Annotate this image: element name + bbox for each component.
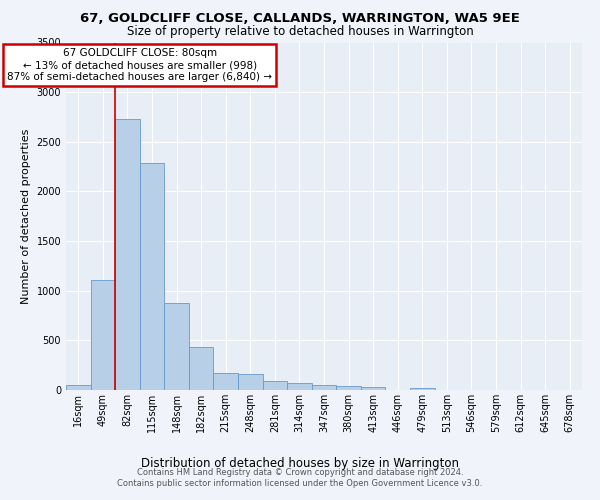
Text: 67 GOLDCLIFF CLOSE: 80sqm
← 13% of detached houses are smaller (998)
87% of semi: 67 GOLDCLIFF CLOSE: 80sqm ← 13% of detac… bbox=[7, 48, 272, 82]
Bar bbox=[336, 386, 361, 390]
Bar bbox=[238, 374, 263, 390]
Bar bbox=[287, 383, 312, 390]
Text: Contains HM Land Registry data © Crown copyright and database right 2024.
Contai: Contains HM Land Registry data © Crown c… bbox=[118, 468, 482, 487]
Bar bbox=[312, 384, 336, 390]
Bar bbox=[410, 388, 434, 390]
Bar bbox=[140, 162, 164, 390]
Text: Size of property relative to detached houses in Warrington: Size of property relative to detached ho… bbox=[127, 25, 473, 38]
Text: Distribution of detached houses by size in Warrington: Distribution of detached houses by size … bbox=[141, 458, 459, 470]
Y-axis label: Number of detached properties: Number of detached properties bbox=[21, 128, 31, 304]
Bar bbox=[66, 385, 91, 390]
Bar bbox=[214, 373, 238, 390]
Bar bbox=[115, 119, 140, 390]
Text: 67, GOLDCLIFF CLOSE, CALLANDS, WARRINGTON, WA5 9EE: 67, GOLDCLIFF CLOSE, CALLANDS, WARRINGTO… bbox=[80, 12, 520, 26]
Bar bbox=[164, 302, 189, 390]
Bar bbox=[91, 280, 115, 390]
Bar bbox=[361, 386, 385, 390]
Bar bbox=[189, 348, 214, 390]
Bar bbox=[263, 380, 287, 390]
